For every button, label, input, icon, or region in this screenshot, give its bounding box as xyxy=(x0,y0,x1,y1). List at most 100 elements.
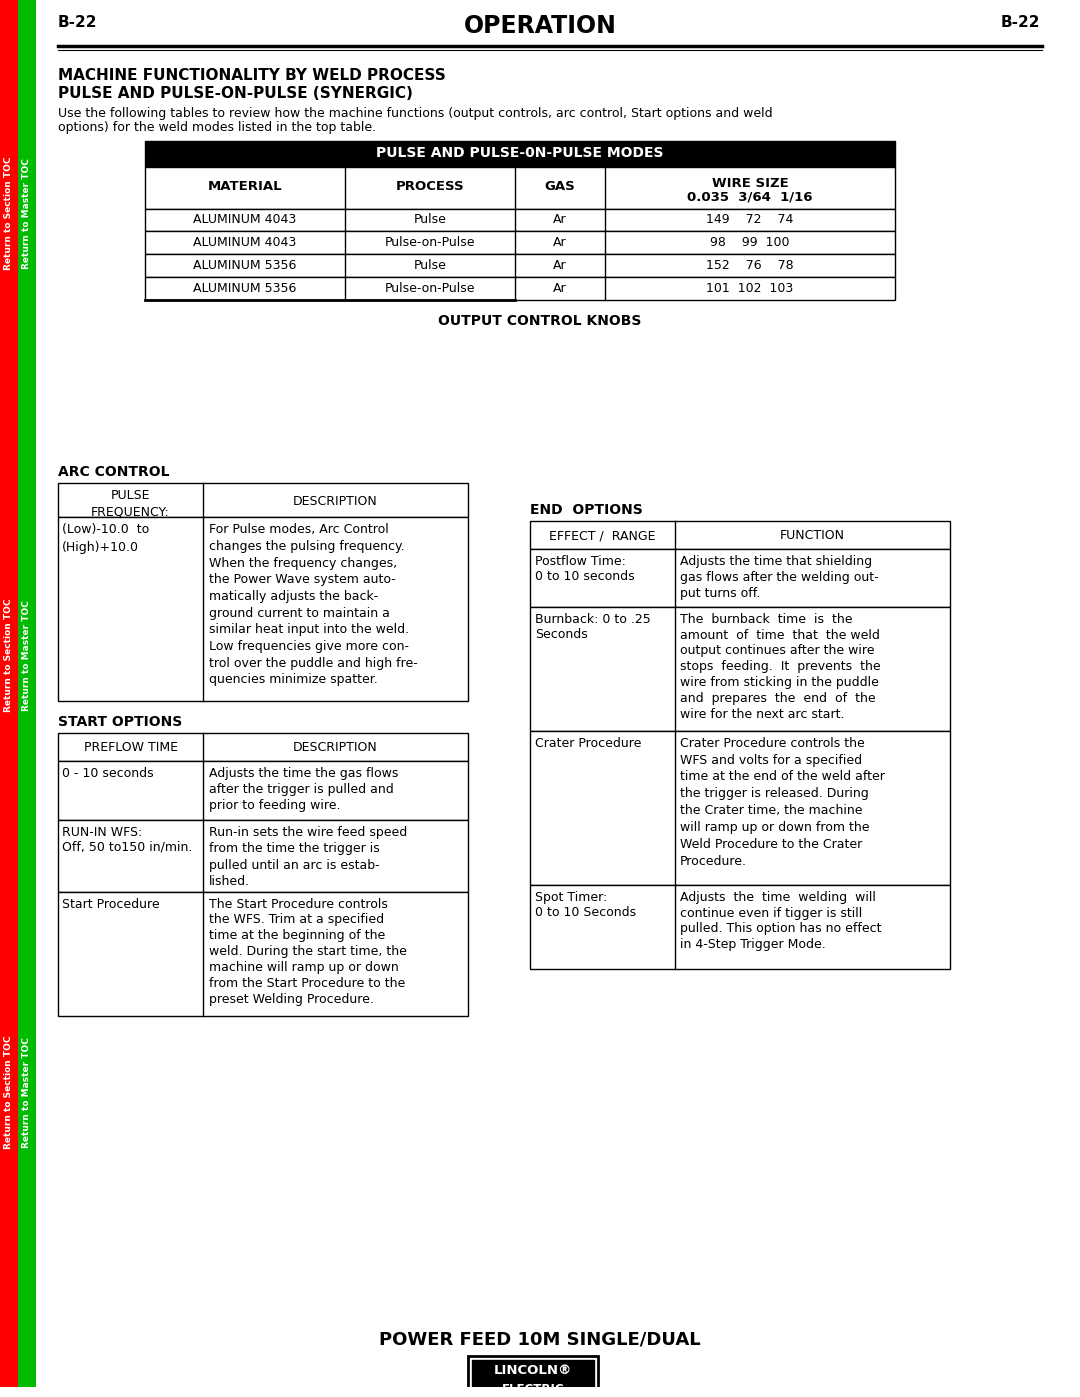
Text: from the time the trigger is: from the time the trigger is xyxy=(210,842,380,855)
Text: changes the pulsing frequency.: changes the pulsing frequency. xyxy=(210,539,405,553)
Bar xyxy=(145,277,895,300)
Bar xyxy=(58,891,468,1016)
Text: B-22: B-22 xyxy=(58,15,97,29)
Text: quencies minimize spatter.: quencies minimize spatter. xyxy=(210,673,378,686)
Bar xyxy=(58,760,468,820)
Text: WIRE SIZE: WIRE SIZE xyxy=(712,177,788,190)
Text: For Pulse modes, Arc Control: For Pulse modes, Arc Control xyxy=(210,524,389,536)
Text: time at the beginning of the: time at the beginning of the xyxy=(210,929,386,943)
Text: Pulse: Pulse xyxy=(414,214,446,226)
Text: PULSE AND PULSE-ON-PULSE (SYNERGIC): PULSE AND PULSE-ON-PULSE (SYNERGIC) xyxy=(58,87,413,102)
Text: PULSE
FREQUENCY:: PULSE FREQUENCY: xyxy=(91,489,170,518)
Text: 0 - 10 seconds: 0 - 10 seconds xyxy=(62,767,153,780)
Text: pulled until an arc is estab-: pulled until an arc is estab- xyxy=(210,859,380,872)
Text: When the frequency changes,: When the frequency changes, xyxy=(210,556,397,570)
Text: The  burnback  time  is  the: The burnback time is the xyxy=(680,613,852,626)
Text: MATERIAL: MATERIAL xyxy=(207,180,282,193)
Text: Procedure.: Procedure. xyxy=(680,855,747,868)
Text: Weld Procedure to the Crater: Weld Procedure to the Crater xyxy=(680,838,862,851)
Text: the WFS. Trim at a specified: the WFS. Trim at a specified xyxy=(210,914,384,926)
Text: similar heat input into the weld.: similar heat input into the weld. xyxy=(210,623,409,637)
Text: Pulse-on-Pulse: Pulse-on-Pulse xyxy=(384,282,475,295)
Text: Ar: Ar xyxy=(553,282,567,295)
Text: 0.035  3/64  1/16: 0.035 3/64 1/16 xyxy=(687,190,813,204)
Text: Pulse: Pulse xyxy=(414,260,446,272)
Text: Return to Master TOC: Return to Master TOC xyxy=(23,1037,31,1147)
Bar xyxy=(472,1361,594,1397)
Text: lished.: lished. xyxy=(210,876,251,888)
Text: will ramp up or down from the: will ramp up or down from the xyxy=(680,821,869,834)
Text: START OPTIONS: START OPTIONS xyxy=(58,715,183,729)
Text: FUNCTION: FUNCTION xyxy=(780,529,845,542)
Text: PREFLOW TIME: PREFLOW TIME xyxy=(83,740,177,754)
Text: GAS: GAS xyxy=(544,180,576,193)
Text: machine will ramp up or down: machine will ramp up or down xyxy=(210,961,399,974)
Text: Adjusts the time that shielding: Adjusts the time that shielding xyxy=(680,555,873,569)
Text: EFFECT /  RANGE: EFFECT / RANGE xyxy=(550,529,656,542)
Text: Pulse-on-Pulse: Pulse-on-Pulse xyxy=(384,236,475,249)
Bar xyxy=(145,232,895,254)
Text: OPERATION: OPERATION xyxy=(463,14,617,38)
Text: the Power Wave system auto-: the Power Wave system auto- xyxy=(210,573,395,587)
Bar xyxy=(468,1356,598,1397)
Text: ELECTRIC: ELECTRIC xyxy=(502,1383,565,1396)
Text: MACHINE FUNCTIONALITY BY WELD PROCESS: MACHINE FUNCTIONALITY BY WELD PROCESS xyxy=(58,67,446,82)
Bar xyxy=(145,208,895,232)
Bar xyxy=(18,0,36,1387)
Text: wire for the next arc start.: wire for the next arc start. xyxy=(680,708,845,721)
Text: RUN-IN WFS:: RUN-IN WFS: xyxy=(62,826,143,840)
Text: 149    72    74: 149 72 74 xyxy=(706,214,794,226)
Text: from the Start Procedure to the: from the Start Procedure to the xyxy=(210,977,405,990)
Text: WFS and volts for a specified: WFS and volts for a specified xyxy=(680,753,862,767)
Text: Postflow Time:: Postflow Time: xyxy=(535,555,626,569)
Text: 101  102  103: 101 102 103 xyxy=(706,282,794,295)
Text: PROCESS: PROCESS xyxy=(395,180,464,193)
Text: END  OPTIONS: END OPTIONS xyxy=(530,503,643,517)
Text: Ar: Ar xyxy=(553,260,567,272)
Text: Crater Procedure: Crater Procedure xyxy=(535,736,642,750)
Text: Off, 50 to150 in/min.: Off, 50 to150 in/min. xyxy=(62,841,192,854)
Bar xyxy=(530,549,950,606)
Text: Return to Section TOC: Return to Section TOC xyxy=(4,1035,14,1148)
Bar xyxy=(530,884,950,970)
Text: pulled. This option has no effect: pulled. This option has no effect xyxy=(680,922,881,936)
Text: Adjusts  the  time  welding  will: Adjusts the time welding will xyxy=(680,891,876,904)
Bar xyxy=(145,141,895,166)
Text: 0 to 10 Seconds: 0 to 10 Seconds xyxy=(535,905,636,918)
Text: Start Procedure: Start Procedure xyxy=(62,898,160,911)
Text: B-22: B-22 xyxy=(1000,15,1040,29)
Text: ground current to maintain a: ground current to maintain a xyxy=(210,606,390,620)
Text: Return to Master TOC: Return to Master TOC xyxy=(23,599,31,711)
Text: The Start Procedure controls: The Start Procedure controls xyxy=(210,898,388,911)
Text: ARC CONTROL: ARC CONTROL xyxy=(58,465,170,479)
Text: Return to Section TOC: Return to Section TOC xyxy=(4,156,14,270)
Text: the Crater time, the machine: the Crater time, the machine xyxy=(680,805,863,817)
Bar xyxy=(530,521,950,549)
Text: Ar: Ar xyxy=(553,214,567,226)
Text: after the trigger is pulled and: after the trigger is pulled and xyxy=(210,782,394,796)
Text: LINCOLN®: LINCOLN® xyxy=(494,1365,572,1377)
Bar xyxy=(58,733,468,760)
Text: Return to Master TOC: Return to Master TOC xyxy=(23,158,31,268)
Text: ALUMINUM 4043: ALUMINUM 4043 xyxy=(193,236,297,249)
Text: Use the following tables to review how the machine functions (output controls, a: Use the following tables to review how t… xyxy=(58,108,772,120)
Bar xyxy=(0,0,18,1387)
Text: (Low)-10.0  to
(High)+10.0: (Low)-10.0 to (High)+10.0 xyxy=(62,524,149,555)
Bar xyxy=(58,820,468,891)
Text: wire from sticking in the puddle: wire from sticking in the puddle xyxy=(680,676,879,689)
Text: Spot Timer:: Spot Timer: xyxy=(535,891,607,904)
Bar xyxy=(530,731,950,884)
Text: stops  feeding.  It  prevents  the: stops feeding. It prevents the xyxy=(680,661,880,673)
Text: ALUMINUM 4043: ALUMINUM 4043 xyxy=(193,214,297,226)
Bar xyxy=(145,166,895,208)
Text: DESCRIPTION: DESCRIPTION xyxy=(293,740,378,754)
Bar xyxy=(145,254,895,277)
Text: PULSE AND PULSE-0N-PULSE MODES: PULSE AND PULSE-0N-PULSE MODES xyxy=(376,145,664,159)
Text: and  prepares  the  end  of  the: and prepares the end of the xyxy=(680,692,876,705)
Text: options) for the weld modes listed in the top table.: options) for the weld modes listed in th… xyxy=(58,122,376,134)
Text: DESCRIPTION: DESCRIPTION xyxy=(293,496,378,509)
Text: preset Welding Procedure.: preset Welding Procedure. xyxy=(210,993,374,1006)
Text: time at the end of the weld after: time at the end of the weld after xyxy=(680,771,885,784)
Text: prior to feeding wire.: prior to feeding wire. xyxy=(210,799,340,812)
Text: OUTPUT CONTROL KNOBS: OUTPUT CONTROL KNOBS xyxy=(438,314,642,328)
